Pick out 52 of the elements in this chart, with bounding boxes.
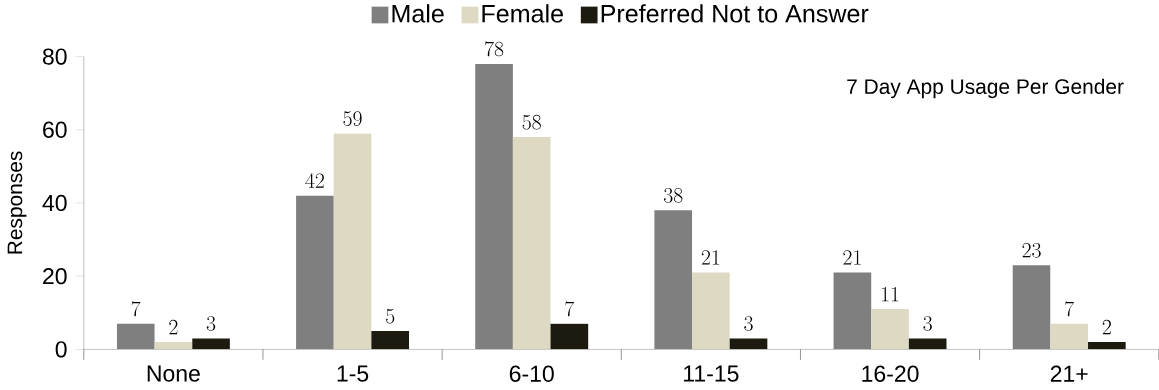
bar — [871, 309, 909, 350]
bar — [371, 331, 410, 350]
data-label: 3 — [744, 316, 753, 332]
bar — [512, 137, 551, 350]
data-label: 59 — [343, 111, 362, 127]
x-tick-label: 21+ — [1050, 365, 1088, 382]
data-label: 21 — [701, 250, 720, 265]
bar — [475, 64, 513, 350]
y-tick-label: 40 — [42, 195, 67, 212]
y-tick-label: 80 — [42, 48, 67, 65]
data-label: 2 — [1102, 320, 1111, 335]
y-tick-label: 0 — [55, 341, 67, 358]
y-axis-title: Responses — [7, 151, 27, 254]
bar — [908, 338, 947, 350]
data-label: 58 — [522, 115, 541, 130]
data-label: 23 — [1022, 243, 1041, 258]
x-tick-label: None — [147, 365, 200, 382]
legend-label: Preferred Not to Answer — [601, 4, 869, 23]
bar — [833, 272, 872, 350]
bar — [1012, 265, 1051, 350]
bar — [192, 338, 230, 350]
bar — [116, 323, 155, 350]
data-label: 5 — [386, 309, 395, 324]
bar — [550, 323, 589, 350]
bar — [296, 195, 334, 350]
y-tick-label: 60 — [43, 121, 67, 139]
text: 7 Day App Usage Per Gender — [847, 78, 1124, 99]
bar — [333, 133, 372, 350]
data-label: 3 — [923, 316, 932, 332]
bar — [654, 210, 693, 350]
data-label: 7 — [1065, 301, 1075, 317]
bar — [692, 272, 730, 350]
data-label: 2 — [169, 320, 178, 335]
data-label: 21 — [843, 250, 861, 265]
bar — [1050, 323, 1089, 350]
data-label: 78 — [485, 41, 504, 57]
data-label: 42 — [305, 173, 324, 188]
x-tick-label: 11-15 — [684, 365, 739, 382]
data-label: 3 — [206, 316, 216, 332]
x-tick-label: 1-5 — [337, 365, 369, 382]
bar — [154, 342, 193, 350]
bar — [1088, 342, 1126, 350]
legend-label: Female — [482, 4, 563, 23]
data-label: 38 — [664, 188, 683, 203]
y-tick-label: 20 — [43, 268, 67, 285]
legend-label: Male — [392, 4, 444, 23]
data-label: 11 — [881, 287, 899, 302]
bar — [729, 338, 768, 350]
x-tick-label: 16-20 — [862, 365, 919, 383]
data-label: 7 — [565, 301, 575, 317]
data-label: 7 — [131, 301, 141, 317]
x-tick-label: 6-10 — [509, 365, 554, 383]
